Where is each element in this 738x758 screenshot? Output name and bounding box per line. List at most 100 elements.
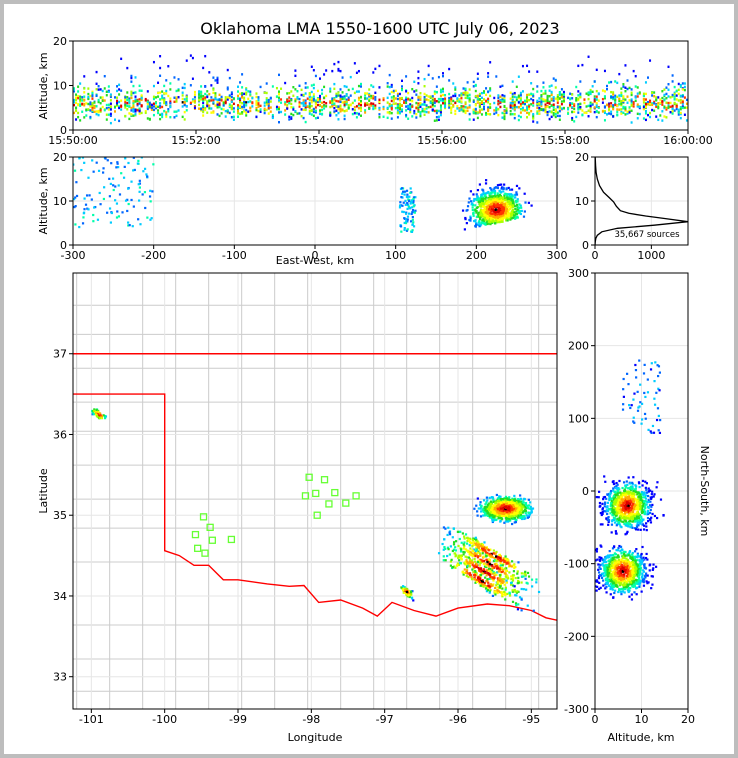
- altitude-time-source: [163, 109, 166, 113]
- altitude-time-source: [606, 84, 608, 88]
- plan-view-source: [529, 507, 533, 510]
- altitude-time-source: [442, 102, 444, 105]
- altitude-time-source: [542, 109, 545, 112]
- eastwest-source: [412, 221, 415, 224]
- altitude-time-source: [335, 105, 338, 108]
- altitude-time-source: [423, 107, 426, 111]
- eastwest-source: [121, 211, 124, 214]
- eastwest-source: [488, 208, 491, 211]
- eastwest-source: [475, 211, 478, 214]
- eastwest-source: [144, 206, 147, 210]
- altitude-time-source: [683, 85, 686, 89]
- altitude-time-source: [622, 82, 625, 86]
- altitude-time-source: [107, 85, 110, 88]
- altitude-time-source: [431, 95, 434, 98]
- eastwest-source: [500, 183, 503, 186]
- eastwest-source: [510, 193, 513, 196]
- altitude-time-source: [487, 109, 490, 113]
- eastwest-source: [490, 212, 493, 215]
- altitude-time-source: [319, 94, 321, 98]
- altitude-time-source: [442, 99, 444, 103]
- plan-view-source: [495, 573, 498, 577]
- plan-view-source: [472, 548, 476, 551]
- altitude-time-source: [433, 92, 436, 95]
- altitude-time-source: [526, 96, 529, 99]
- plan-view-source: [498, 559, 501, 562]
- altitude-time-source: [386, 96, 389, 100]
- altitude-time-source: [456, 107, 459, 110]
- altitude-time-source: [644, 102, 647, 106]
- altitude-time-source: [247, 90, 250, 93]
- plan-view-source: [516, 608, 520, 611]
- altitude-time-source: [75, 96, 78, 99]
- plan-view-source: [527, 575, 531, 578]
- eastwest-source: [504, 216, 507, 219]
- altitude-time-source: [603, 95, 606, 98]
- altitude-time-source: [152, 105, 155, 108]
- plan-view-source: [522, 510, 525, 513]
- eastwest-source: [486, 201, 489, 205]
- altitude-time-source: [556, 111, 559, 114]
- altitude-time-source: [618, 94, 621, 97]
- plan-view-source: [476, 576, 480, 579]
- altitude-time-source: [636, 117, 639, 120]
- altitude-time-source: [204, 108, 207, 112]
- eastwest-source: [90, 198, 93, 201]
- altitude-time-source: [562, 93, 565, 96]
- altitude-time-source: [159, 91, 162, 94]
- altitude-time-source: [558, 114, 561, 118]
- altitude-time-source: [91, 93, 94, 96]
- plan-view-source: [459, 530, 462, 533]
- altitude-time-source: [202, 94, 205, 98]
- plan-view-source: [499, 511, 502, 514]
- altitude-time-source: [456, 99, 459, 103]
- altitude-time-source: [644, 81, 647, 84]
- altitude-time-source: [245, 91, 248, 94]
- altitude-time-source: [165, 113, 168, 116]
- altitude-time-source: [237, 106, 239, 109]
- altitude-time-source: [429, 100, 432, 103]
- eastwest-source: [122, 176, 126, 179]
- altitude-time-source: [140, 98, 143, 102]
- altitude-time-source: [308, 102, 311, 105]
- altitude-time-source: [224, 96, 227, 99]
- altitude-time-source: [329, 100, 332, 103]
- altitude-time-source: [573, 107, 576, 110]
- eastwest-source: [481, 199, 485, 203]
- eastwest-source: [501, 186, 504, 189]
- altitude-time-source: [452, 105, 455, 108]
- altitude-time-source: [390, 108, 393, 111]
- altitude-time-source: [120, 89, 123, 92]
- altitude-time-source: [370, 96, 373, 100]
- altitude-time-source: [150, 108, 153, 111]
- plan-view-source: [498, 586, 502, 589]
- plan-view-source: [504, 560, 507, 563]
- plan-view-source: [463, 571, 466, 575]
- altitude-time-source: [550, 90, 553, 94]
- eastwest-source: [482, 210, 485, 213]
- eastwest-source: [496, 198, 499, 201]
- eastwest-source: [133, 168, 136, 172]
- altitude-time-source: [390, 85, 393, 88]
- altitude-time-source: [526, 100, 529, 103]
- eastwest-xtick-label: -200: [141, 249, 166, 262]
- altitude-time-source: [312, 93, 315, 96]
- eastwest-source: [481, 188, 484, 191]
- altitude-time-source: [626, 79, 629, 82]
- plan-view-source: [462, 553, 465, 556]
- plan-view-source: [479, 573, 483, 576]
- plan-view-source: [493, 552, 496, 555]
- altitude-time-source: [483, 107, 485, 111]
- plan-view-source: [468, 564, 471, 568]
- altitude-time-source: [509, 104, 512, 107]
- eastwest-source: [497, 208, 500, 211]
- altitude-time-source: [237, 94, 239, 98]
- altitude-time-source: [415, 89, 418, 92]
- eastwest-source: [138, 182, 142, 185]
- altitude-time-source: [616, 110, 619, 114]
- altitude-time-source: [157, 95, 160, 98]
- eastwest-source: [519, 204, 522, 207]
- altitude-time-source: [388, 112, 391, 115]
- altitude-time-source: [591, 103, 594, 106]
- altitude-time-source: [677, 108, 680, 112]
